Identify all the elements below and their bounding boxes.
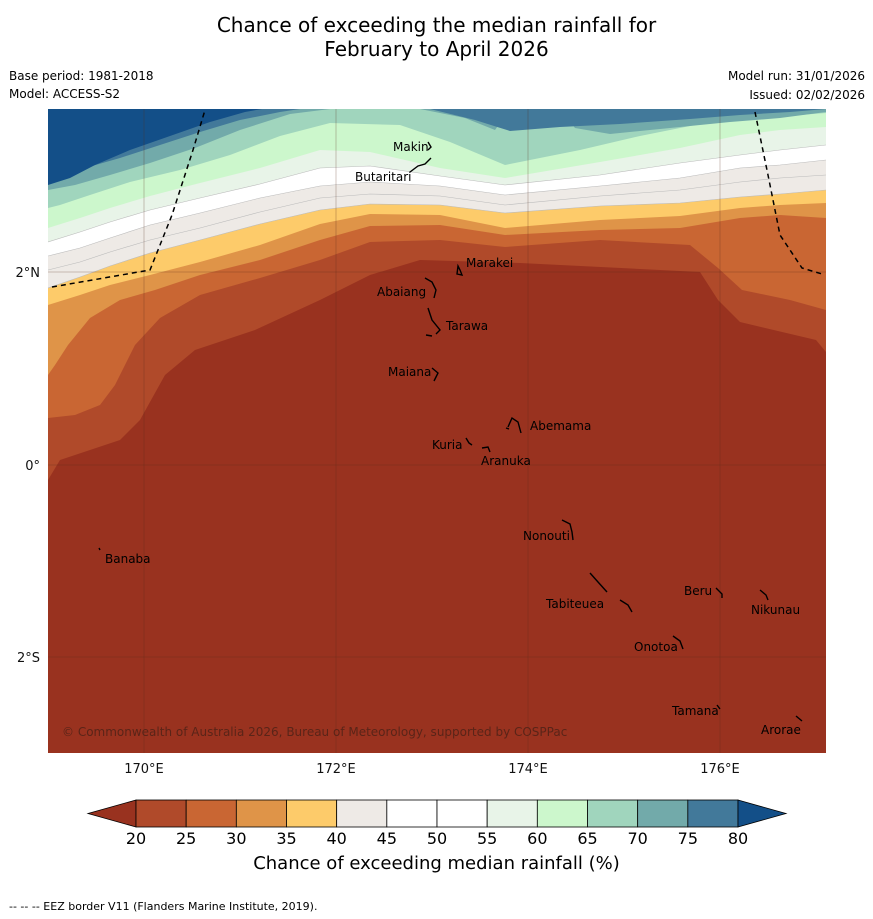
base-period: Base period: 1981-2018	[9, 69, 154, 83]
island-nonouti	[561, 519, 574, 541]
island-tabiteuea	[589, 572, 633, 613]
title-line-1: Chance of exceeding the median rainfall …	[216, 13, 657, 37]
island-banaba	[98, 547, 101, 551]
band-75-80-north	[430, 109, 826, 131]
label-onotoa: Onotoa	[634, 640, 678, 654]
lat-tick-2s: 2°S	[17, 651, 40, 666]
islands	[98, 141, 803, 722]
colorbar-tick-label: 70	[627, 829, 647, 848]
island-beru	[715, 587, 723, 598]
lat-tick-2n: 2°N	[16, 266, 41, 281]
colorbar-bin	[135, 799, 187, 828]
label-nikunau: Nikunau	[751, 603, 800, 617]
band-above-80	[48, 109, 262, 185]
label-kuria: Kuria	[432, 438, 463, 452]
colorbar-bin	[286, 799, 338, 828]
island-abaiang	[424, 277, 437, 299]
label-tabiteuea: Tabiteuea	[545, 597, 604, 611]
colorbar-bin	[336, 799, 388, 828]
colorbar-tick-label: 55	[477, 829, 497, 848]
colorbar-bin	[436, 799, 488, 828]
island-butaritari	[409, 157, 432, 173]
label-tamana: Tamana	[671, 704, 719, 718]
label-nonouti: Nonouti	[523, 529, 570, 543]
island-arorae	[795, 715, 803, 722]
island-tarawa	[425, 307, 441, 337]
colorbar-tick-label: 60	[527, 829, 547, 848]
colorbar-tick-label: 65	[577, 829, 597, 848]
colorbar-bin	[687, 799, 739, 828]
label-aranuka: Aranuka	[481, 454, 531, 468]
label-makin: Makin	[393, 140, 429, 154]
island-tamana	[716, 704, 721, 710]
colorbar-bin	[587, 799, 639, 828]
island-nikunau	[759, 589, 769, 601]
colorbar-bin	[637, 799, 689, 828]
eez-border	[51, 109, 823, 288]
colorbar-bin	[185, 799, 237, 828]
eez-footnote: -- -- -- EEZ border V11 (Flanders Marine…	[9, 900, 318, 913]
island-marakei	[456, 263, 464, 276]
colorbar-tick-label: 40	[326, 829, 346, 848]
colorbar-tick-label: 25	[176, 829, 196, 848]
colorbar-bin	[386, 799, 438, 828]
colorbar-tick-label: 45	[377, 829, 397, 848]
model-name: Model: ACCESS-S2	[9, 87, 121, 101]
lon-tick-170: 170°E	[124, 762, 164, 777]
island-maiana	[431, 367, 439, 382]
island-aranuka	[481, 446, 491, 453]
island-kuria	[465, 437, 473, 446]
label-beru: Beru	[684, 584, 712, 598]
colorbar-tick-label: 20	[126, 829, 146, 848]
island-abemama	[505, 416, 522, 434]
label-banaba: Banaba	[105, 552, 151, 566]
lon-tick-172: 172°E	[316, 762, 356, 777]
colorbar-bin	[235, 799, 287, 828]
label-abaiang: Abaiang	[377, 285, 426, 299]
issued-date: Issued: 02/02/2026	[749, 88, 865, 102]
colorbar-tick-label: 75	[678, 829, 698, 848]
colorbar-extend-high	[737, 799, 788, 828]
colorbar-tick-label: 50	[427, 829, 447, 848]
island-onotoa	[672, 635, 684, 650]
band-65-70	[48, 109, 826, 208]
colorbar-tick-label: 35	[276, 829, 296, 848]
island-makin	[427, 141, 432, 151]
label-marakei: Marakei	[466, 256, 513, 270]
colorbar-tick-label: 80	[728, 829, 748, 848]
colorbar-bin	[486, 799, 538, 828]
label-abemama: Abemama	[530, 419, 591, 433]
label-maiana: Maiana	[388, 365, 431, 379]
colorbar-extend-low	[86, 799, 137, 828]
lon-tick-176: 176°E	[700, 762, 740, 777]
copyright-notice: © Commonwealth of Australia 2026, Bureau…	[62, 725, 567, 739]
label-arorae: Arorae	[761, 723, 801, 737]
model-run: Model run: 31/01/2026	[727, 69, 865, 83]
colorbar-tick-label: 30	[226, 829, 246, 848]
colorbar-bin	[536, 799, 588, 828]
lon-tick-174: 174°E	[508, 762, 548, 777]
title-line-2: February to April 2026	[324, 37, 549, 61]
colorbar: 20 25 30 35 40 45 50 55 60 65 70 75 80	[86, 799, 788, 848]
contour-lines	[48, 144, 826, 289]
label-butaritari: Butaritari	[355, 170, 412, 184]
colorbar-label: Chance of exceeding median rainfall (%)	[253, 853, 620, 874]
lat-tick-0: 0°	[25, 459, 40, 474]
label-tarawa: Tarawa	[445, 319, 488, 333]
graticule	[48, 109, 826, 753]
